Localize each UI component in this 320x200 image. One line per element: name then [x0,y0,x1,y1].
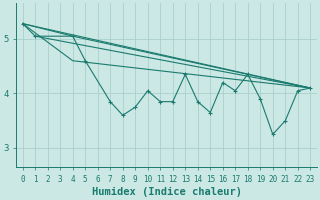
X-axis label: Humidex (Indice chaleur): Humidex (Indice chaleur) [92,186,242,197]
